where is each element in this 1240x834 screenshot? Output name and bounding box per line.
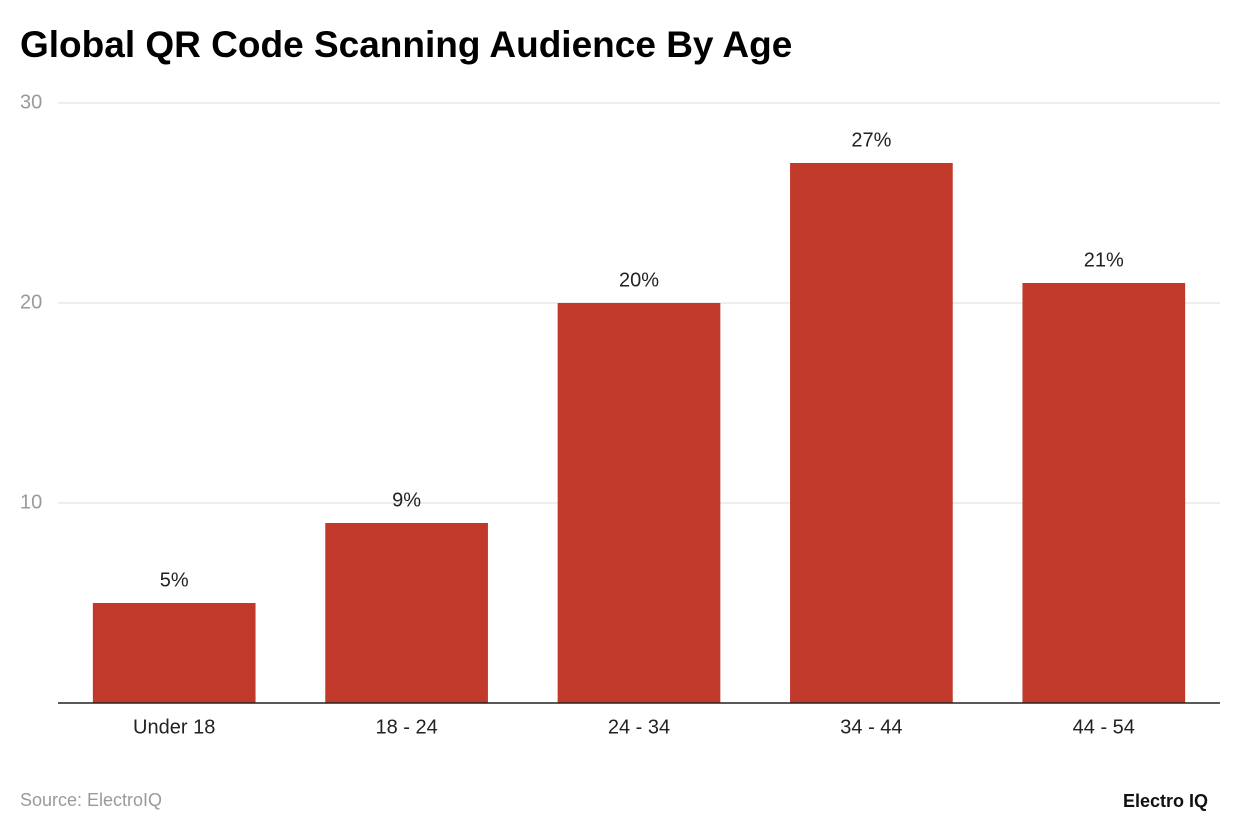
value-label: 21% (1084, 249, 1124, 271)
bar (790, 163, 953, 703)
value-label: 20% (619, 269, 659, 291)
value-label: 9% (392, 489, 421, 511)
bar (325, 523, 488, 703)
x-tick-label: 34 - 44 (840, 716, 902, 738)
brand: Electro IQ (1123, 791, 1208, 811)
bar (1022, 283, 1186, 703)
y-tick-label: 10 (20, 491, 42, 513)
bar (557, 303, 721, 703)
x-tick-label: 44 - 54 (1073, 716, 1135, 738)
value-label: 5% (160, 569, 189, 591)
x-tick-label: 18 - 24 (375, 716, 437, 738)
source: Source: ElectroIQ (20, 790, 162, 810)
y-tick-label: 20 (20, 291, 42, 313)
bar (92, 603, 256, 703)
x-tick-label: Under 18 (133, 716, 215, 738)
chart-title: Global QR Code Scanning Audience By Age (20, 24, 792, 65)
value-label: 27% (851, 129, 891, 151)
x-tick-label: 24 - 34 (608, 716, 670, 738)
y-tick-label: 30 (20, 91, 42, 113)
